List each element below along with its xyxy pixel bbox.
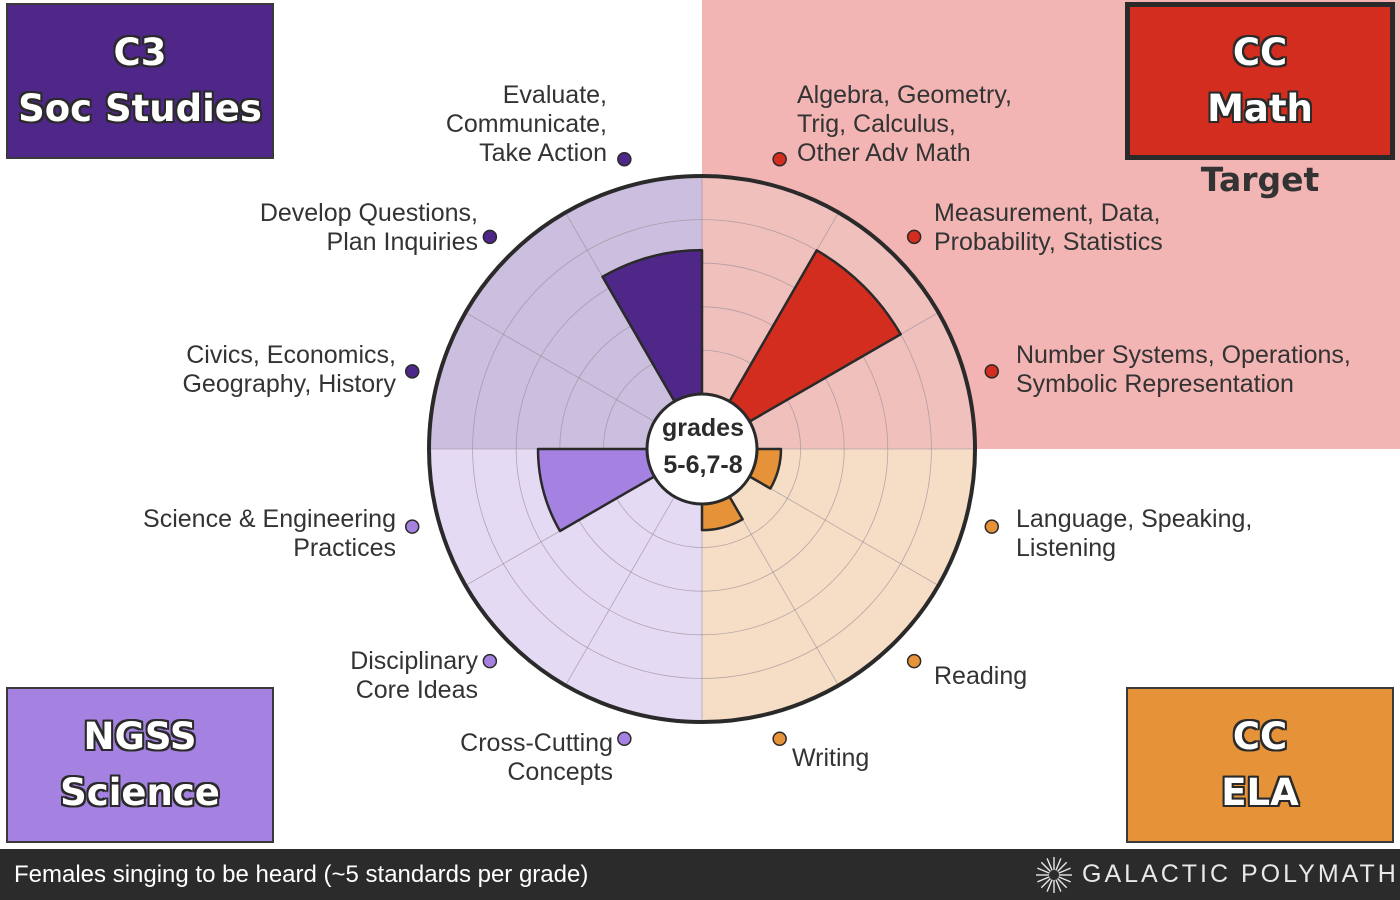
- category-label-adv-math: Algebra, Geometry, Trig, Calculus, Other…: [797, 81, 1012, 167]
- category-dot-3: [984, 519, 1000, 534]
- quadrant-background-2: [429, 449, 702, 722]
- category-dot-5: [772, 731, 787, 747]
- group-box-math-line2: Math: [1207, 87, 1313, 130]
- category-dot-1: [906, 229, 922, 245]
- category-dot-7: [482, 653, 498, 669]
- category-label-evaluate: Evaluate, Communicate, Take Action: [445, 81, 607, 167]
- group-box-ela: CC ELA: [1126, 687, 1394, 843]
- group-box-science-line2: Science: [60, 771, 220, 814]
- category-label-language: Language, Speaking, Listening: [1016, 505, 1253, 562]
- category-dot-11: [617, 151, 632, 167]
- category-label-writing: Writing: [792, 744, 870, 772]
- starburst-logo-icon: [1036, 857, 1072, 893]
- grid-spoke-7: [565, 496, 675, 686]
- group-box-soc-studies-line1: C3: [113, 31, 167, 74]
- center-disc: [645, 392, 759, 506]
- category-dot-0: [772, 151, 787, 167]
- grid-spoke-5: [729, 496, 839, 686]
- group-box-math-line1: CC: [1232, 31, 1288, 74]
- quadrant-background-0: [429, 176, 702, 449]
- footer-bar: Females singing to be heard (~5 standard…: [0, 849, 1400, 900]
- category-label-civics: Civics, Economics, Geography, History: [182, 341, 396, 398]
- group-box-ela-line1: CC: [1232, 715, 1288, 758]
- group-box-math: CC Math: [1125, 2, 1395, 160]
- category-dot-2: [984, 364, 1000, 379]
- category-label-reading: Reading: [934, 662, 1028, 690]
- category-dot-6: [617, 731, 632, 747]
- group-box-science-line1: NGSS: [83, 715, 197, 758]
- category-label-measurement: Measurement, Data, Probability, Statisti…: [934, 199, 1163, 256]
- category-dot-8: [404, 519, 420, 534]
- group-box-soc-studies-line2: Soc Studies: [18, 87, 262, 130]
- group-box-ela-line2: ELA: [1221, 771, 1299, 814]
- category-label-number-systems: Number Systems, Operations, Symbolic Rep…: [1016, 341, 1351, 398]
- category-dot-9: [404, 364, 420, 379]
- category-label-questions: Develop Questions, Plan Inquiries: [259, 199, 478, 256]
- brand-name: GALACTIC POLYMATH: [1082, 860, 1399, 888]
- category-label-practices: Science & Engineering Practices: [143, 505, 396, 562]
- quadrant-background-3: [702, 449, 975, 722]
- center-label-line1: grades: [662, 414, 744, 442]
- outer-ring: [427, 174, 977, 724]
- grid-spoke-10: [465, 312, 655, 422]
- target-label: Target: [1200, 160, 1320, 199]
- category-dot-10: [482, 229, 498, 245]
- group-box-soc-studies: C3 Soc Studies: [6, 3, 274, 159]
- category-label-cross-cutting: Cross-Cutting Concepts: [460, 729, 613, 786]
- center-label: grades 5-6,7-8: [648, 410, 758, 484]
- group-box-science: NGSS Science: [6, 687, 274, 843]
- grid-spoke-4: [749, 476, 939, 586]
- category-label-core-ideas: Disciplinary Core Ideas: [350, 647, 478, 704]
- category-dot-4: [906, 653, 922, 669]
- footer-caption: Females singing to be heard (~5 standard…: [14, 861, 589, 888]
- center-label-line2: 5-6,7-8: [663, 451, 743, 479]
